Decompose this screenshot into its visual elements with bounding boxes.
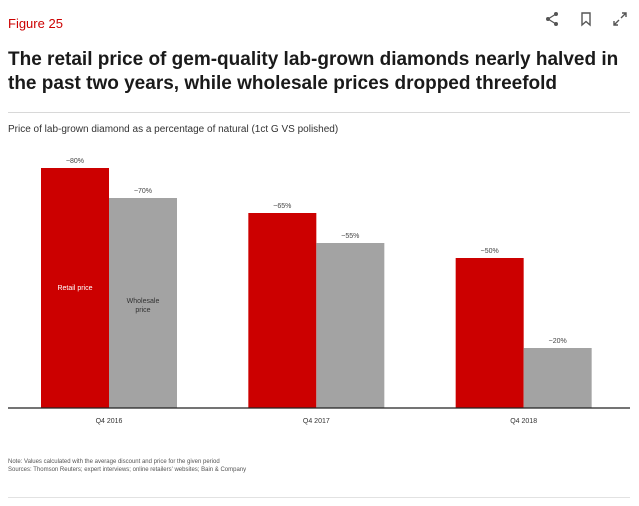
series-label-wholesale-line: price	[135, 307, 150, 314]
x-tick-label: Q4 2017	[303, 418, 330, 425]
bar-retail-2	[455, 258, 524, 408]
bar-chart: ~80% ~70% Q4 2016 ~65% ~55% Q4 2017 ~50% ~20% Q4…	[8, 158, 630, 425]
data-label: ~50%	[481, 248, 499, 255]
series-label-wholesale: Wholesale price	[127, 298, 160, 314]
data-label: ~70%	[134, 188, 152, 195]
bar-wholesale-0	[109, 198, 177, 408]
bar-retail-0	[41, 168, 109, 408]
share-icon[interactable]	[543, 10, 561, 28]
note-text: Note: Values calculated with the average…	[8, 459, 220, 465]
data-label: ~80%	[66, 158, 84, 165]
sources-text: Sources: Thomson Reuters; expert intervi…	[8, 467, 247, 473]
title-divider	[8, 112, 630, 113]
footnote: Note: Values calculated with the average…	[8, 458, 246, 474]
figure-label: Figure 25	[8, 16, 63, 31]
x-tick-label: Q4 2018	[510, 418, 537, 425]
bookmark-icon[interactable]	[577, 10, 595, 28]
series-label-retail: Retail price	[57, 285, 92, 292]
figure-actions	[543, 10, 629, 28]
data-label: ~65%	[273, 203, 291, 210]
bar-wholesale-1	[316, 243, 385, 408]
series-label-wholesale-line: Wholesale	[127, 298, 160, 305]
data-label: ~20%	[549, 338, 567, 345]
bar-retail-1	[248, 213, 317, 408]
footer-divider	[8, 497, 630, 498]
bar-wholesale-2	[523, 348, 592, 408]
chart-title: Price of lab-grown diamond as a percenta…	[8, 124, 339, 135]
data-label: ~55%	[341, 233, 359, 240]
expand-icon[interactable]	[611, 10, 629, 28]
x-tick-label: Q4 2016	[96, 418, 123, 425]
figure-title: The retail price of gem-quality lab-grow…	[8, 49, 619, 94]
